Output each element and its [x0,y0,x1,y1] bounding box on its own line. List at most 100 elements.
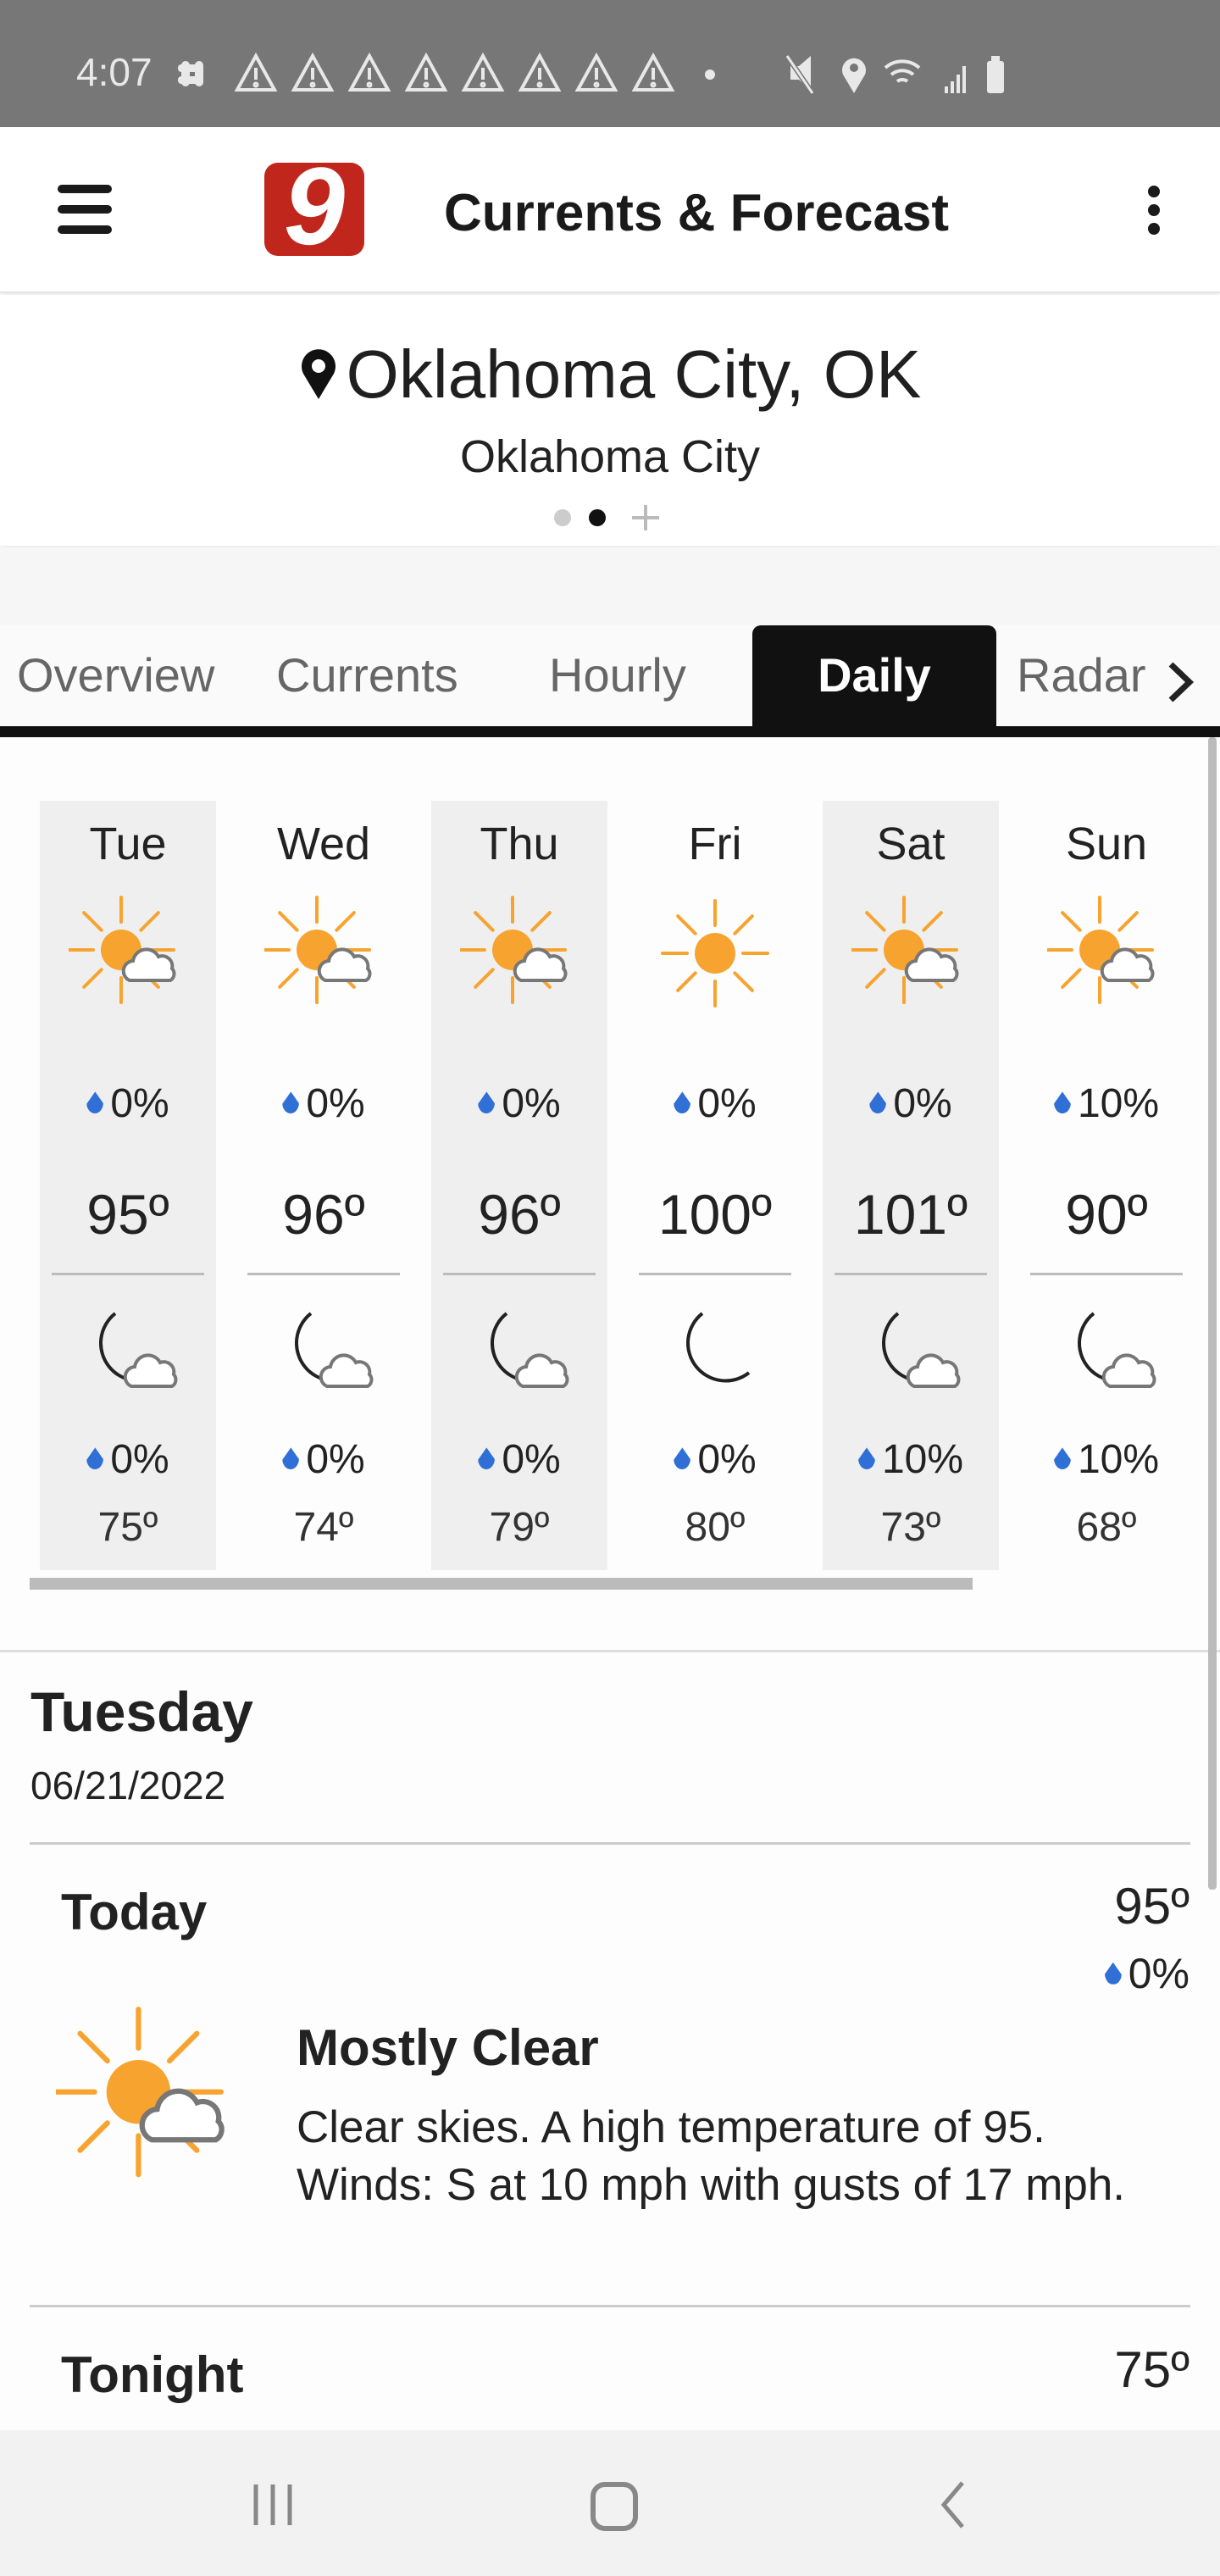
tonight-label: Tonight [61,2346,244,2403]
android-nav-bar [0,2430,1220,2576]
night-precip: 0% [431,1436,607,1483]
page-indicator[interactable] [551,505,661,530]
tab-radar[interactable]: Radar [1017,648,1146,702]
detail-day-name: Tuesday [30,1680,253,1743]
partly-cloudy-night-icon [882,1312,961,1388]
divider [30,2305,1190,2307]
news9-logo: 9 [264,159,364,259]
location-name: Oklahoma City, OK [0,336,1220,414]
recent-apps-icon[interactable] [251,2481,298,2529]
location-card[interactable]: Oklahoma City, OK Oklahoma City [0,295,1220,546]
menu-icon[interactable] [58,185,112,234]
partly-sunny-icon [1047,896,1155,1004]
day-column[interactable]: Fri 0% 100º 0% 80º [627,801,803,1570]
raindrop-icon [1053,1447,1071,1470]
divider [52,1273,204,1275]
today-condition: Mostly Clear [297,2019,599,2076]
high-temp: 96º [478,1183,561,1246]
partly-sunny-icon [264,896,372,1004]
day-name: Tue [89,819,167,869]
more-options-icon[interactable] [1145,185,1162,236]
clear-night-icon [686,1312,751,1383]
night-precip: 0% [627,1436,803,1483]
home-icon[interactable] [588,2479,642,2534]
horizontal-scrollbar[interactable] [30,1578,973,1590]
partly-sunny-icon [56,2007,225,2178]
divider [247,1273,400,1275]
status-bar: 4:07 [0,0,1220,127]
partly-cloudy-night-icon [1078,1312,1156,1388]
tab-hourly[interactable]: Hourly [549,648,686,702]
raindrop-icon [478,1091,496,1114]
system-icons [785,54,1004,95]
detail-date: 06/21/2022 [30,1763,226,1807]
svg-text:9: 9 [284,159,345,259]
status-time: 4:07 [76,50,152,94]
raindrop-icon [674,1091,691,1114]
page-title: Currents & Forecast [444,184,950,242]
day-precip: 0% [627,1080,803,1127]
tab-currents[interactable]: Currents [276,648,458,702]
chevron-right-icon[interactable] [1166,661,1195,703]
partly-cloudy-night-icon [491,1312,569,1388]
low-temp: 75º [97,1505,158,1550]
notification-icons [178,53,715,92]
low-temp: 74º [293,1505,354,1550]
divider [443,1273,596,1275]
partly-sunny-icon [460,896,568,1004]
daily-forecast-strip: Tue 0% 95º 0% 75º Wed 0% 96º 0% 74º Thu 0%… [0,737,1220,1652]
low-temp: 80º [685,1505,746,1550]
back-icon[interactable] [937,2481,971,2529]
day-precip: 0% [40,1080,216,1127]
raindrop-icon [857,1447,875,1470]
tab-bar: Overview Currents Hourly Daily Radar [0,625,1220,737]
day-precip: 0% [823,1080,999,1127]
raindrop-icon [1053,1091,1071,1114]
raindrop-icon [282,1091,300,1114]
raindrop-icon [1104,1962,1122,1985]
night-precip: 10% [1018,1436,1195,1483]
sunny-icon [661,899,769,1008]
partly-sunny-icon [69,896,176,1004]
app-header: 9 Currents & Forecast [0,127,1220,293]
night-precip: 10% [823,1436,999,1483]
day-column[interactable]: Tue 0% 95º 0% 75º [40,801,216,1570]
location-subtitle: Oklahoma City [459,431,761,482]
day-name: Thu [480,819,559,869]
raindrop-icon [869,1091,887,1114]
low-temp: 68º [1076,1505,1137,1550]
day-name: Sat [876,819,946,869]
day-precip: 10% [1018,1080,1195,1127]
spacer [0,547,1220,627]
day-column[interactable]: Thu 0% 96º 0% 79º [431,801,607,1570]
night-precip: 0% [236,1436,412,1483]
tab-daily[interactable]: Daily [752,625,996,727]
partly-cloudy-night-icon [295,1312,374,1388]
today-description: Clear skies. A high temperature of 95. W… [297,2102,1126,2210]
today-temp: 95º [1114,1878,1190,1935]
raindrop-icon [674,1447,691,1470]
tonight-temp: 75º [1114,2341,1190,2398]
low-temp: 73º [880,1505,941,1550]
divider [835,1273,987,1275]
day-column[interactable]: Sun 10% 90º 10% 68º [1018,801,1195,1570]
divider [30,1842,1190,1845]
high-temp: 100º [657,1183,773,1246]
divider [639,1273,791,1275]
day-precip: 0% [431,1080,607,1127]
partly-sunny-icon [851,896,959,1004]
day-name: Sun [1065,819,1148,869]
high-temp: 90º [1065,1183,1148,1246]
day-precip: 0% [236,1080,412,1127]
high-temp: 101º [853,1183,968,1246]
vertical-scrollbar[interactable] [1208,737,1217,1890]
partly-cloudy-night-icon [99,1312,178,1388]
day-column[interactable]: Sat 0% 101º 10% 73º [823,801,999,1570]
day-column[interactable]: Wed 0% 96º 0% 74º [236,801,412,1570]
day-name: Fri [688,819,742,869]
low-temp: 79º [489,1505,550,1550]
high-temp: 96º [282,1183,365,1246]
today-precip: 0% [1104,1949,1190,1998]
tab-overview[interactable]: Overview [17,648,215,702]
raindrop-icon [86,1447,104,1470]
